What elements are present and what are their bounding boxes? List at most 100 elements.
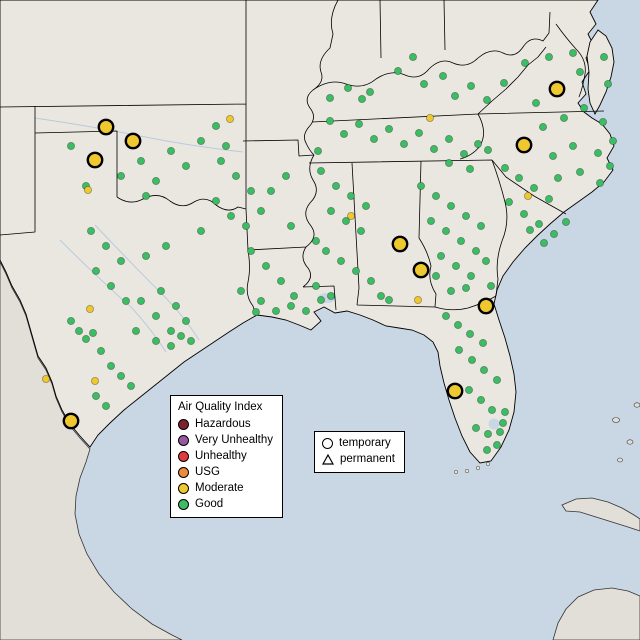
station-marker-good [211, 196, 220, 205]
delmarva-peninsula [586, 29, 615, 115]
station-marker-good [549, 151, 558, 160]
aqi-legend-item: Moderate [178, 480, 273, 496]
station-marker-good [196, 226, 205, 235]
station-marker-good [438, 72, 447, 81]
aqi-legend-items: Hazardous Very Unhealthy Unhealthy USG Moder… [178, 416, 273, 512]
aqi-legend-item: Very Unhealthy [178, 432, 273, 448]
station-marker-moderate [84, 185, 93, 194]
station-marker-good [376, 291, 385, 300]
station-marker-good [266, 186, 275, 195]
station-marker-good [117, 371, 126, 380]
station-marker-good [384, 295, 393, 304]
station-marker-good [441, 226, 450, 235]
aqi-legend-label: Hazardous [195, 418, 251, 430]
station-marker-good [316, 166, 325, 175]
station-marker-good [151, 311, 160, 320]
station-marker-good [594, 148, 603, 157]
station-marker-good [92, 391, 101, 400]
shape-legend: temporary permanent [314, 431, 405, 473]
station-marker-good [446, 286, 455, 295]
shape-legend-item: temporary [322, 435, 395, 451]
station-marker-good [466, 82, 475, 91]
station-marker-good [550, 229, 559, 238]
station-marker-good [596, 178, 605, 187]
station-marker-good [316, 295, 325, 304]
station-marker-good [554, 173, 563, 182]
station-marker-good [366, 276, 375, 285]
station-marker-good [256, 206, 265, 215]
aqi-legend-label: Good [195, 498, 224, 510]
station-marker-good [102, 401, 111, 410]
station-marker-good [487, 405, 496, 414]
station-marker-moderate [524, 191, 533, 200]
station-marker-good [465, 164, 474, 173]
station-marker-good [321, 246, 330, 255]
station-marker-good [271, 306, 280, 315]
station-marker-good [464, 385, 473, 394]
station-marker-good [326, 206, 335, 215]
aqi-legend-item: Good [178, 496, 273, 512]
station-marker-good [166, 341, 175, 350]
aqi-legend-label: USG [195, 466, 220, 478]
station-marker-moderate-temporary [446, 382, 464, 400]
station-marker-good [545, 53, 554, 62]
aqi-legend-item: USG [178, 464, 273, 480]
station-marker-good [456, 236, 465, 245]
bahamas-islands [612, 402, 640, 463]
shape-legend-label: temporary [339, 437, 391, 449]
station-marker-good [450, 92, 459, 101]
aqi-legend: Air Quality Index Hazardous Very Unhealth… [170, 395, 283, 518]
station-marker-good [351, 266, 360, 275]
station-marker-good [453, 320, 462, 329]
aqi-legend-title: Air Quality Index [178, 401, 263, 413]
station-marker-moderate-temporary [548, 80, 566, 98]
station-marker-good [346, 191, 355, 200]
station-marker-good [82, 334, 91, 343]
station-marker-good [141, 251, 150, 260]
station-marker-moderate-temporary [391, 235, 409, 253]
station-marker-good [600, 53, 609, 62]
station-marker-good [241, 221, 250, 230]
station-marker-good [131, 326, 140, 335]
station-marker-good [236, 286, 245, 295]
station-marker-good [87, 226, 96, 235]
station-marker-good [117, 256, 126, 265]
station-marker-good [286, 301, 295, 310]
station-marker-good [384, 125, 393, 134]
station-marker-good [569, 141, 578, 150]
station-marker-good [606, 161, 615, 170]
station-marker-good [75, 326, 84, 335]
aqi-swatch-icon [178, 498, 189, 510]
station-marker-moderate-temporary [124, 132, 142, 150]
aqi-swatch-icon [178, 482, 189, 494]
station-marker-good [521, 59, 530, 68]
station-marker-good [515, 173, 524, 182]
aqi-legend-item: Hazardous [178, 416, 273, 432]
station-marker-good [151, 336, 160, 345]
station-marker-good [361, 201, 370, 210]
station-marker-good [357, 95, 366, 104]
aqi-legend-item: Unhealthy [178, 448, 273, 464]
station-marker-good [545, 194, 554, 203]
station-marker-good [336, 256, 345, 265]
station-marker-good [393, 67, 402, 76]
station-marker-good [311, 281, 320, 290]
station-marker-good [313, 146, 322, 155]
station-marker-good [482, 445, 491, 454]
station-marker-good [481, 256, 490, 265]
station-marker-good [67, 316, 76, 325]
station-marker-good [483, 429, 492, 438]
station-marker-good [499, 79, 508, 88]
permanent-triangle-icon [322, 453, 334, 465]
station-marker-good [311, 236, 320, 245]
station-marker-good [331, 181, 340, 190]
station-marker-good [459, 149, 468, 158]
station-marker-good [166, 146, 175, 155]
station-marker-good [325, 117, 334, 126]
station-marker-good [354, 120, 363, 129]
cuba-island [561, 497, 640, 532]
station-marker-good [535, 219, 544, 228]
station-marker-good [426, 216, 435, 225]
